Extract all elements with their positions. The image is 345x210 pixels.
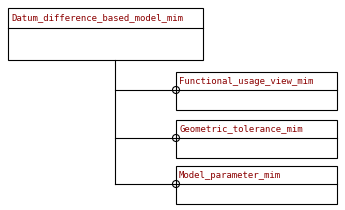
Bar xyxy=(176,120,337,158)
Text: Model_parameter_mim: Model_parameter_mim xyxy=(179,171,281,180)
Bar xyxy=(176,166,337,204)
Bar xyxy=(8,8,203,60)
Text: Functional_usage_view_mim: Functional_usage_view_mim xyxy=(179,76,313,85)
Text: Geometric_tolerance_mim: Geometric_tolerance_mim xyxy=(179,125,303,134)
Text: Datum_difference_based_model_mim: Datum_difference_based_model_mim xyxy=(11,13,183,22)
Bar xyxy=(176,72,337,110)
